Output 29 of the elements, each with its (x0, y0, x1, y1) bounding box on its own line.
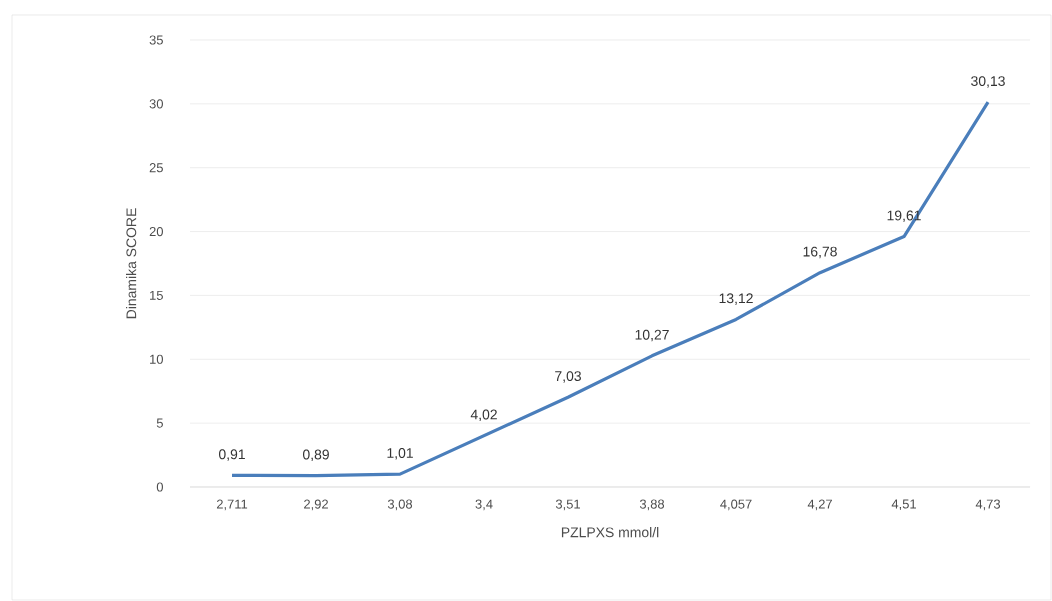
data-label: 7,03 (555, 371, 581, 383)
data-label: 13,12 (719, 293, 753, 305)
x-axis-title: PZLPXS mmol/l (561, 527, 659, 538)
y-tick-label: 25 (149, 163, 163, 173)
x-tick-label: 3,08 (387, 499, 413, 511)
x-tick-label: 2,711 (216, 499, 248, 511)
y-tick-label: 10 (150, 354, 163, 364)
x-tick-label: 3,4 (475, 499, 493, 511)
data-label: 1,01 (387, 448, 413, 460)
data-label: 4,02 (470, 409, 497, 422)
x-tick-label: 3,51 (555, 499, 580, 511)
data-label: 0,91 (218, 449, 245, 461)
y-tick-label: 0 (156, 482, 163, 492)
y-tick-label: 20 (149, 226, 163, 237)
y-tick-label: 30 (149, 99, 163, 109)
x-tick-label: 4,057 (720, 499, 752, 511)
y-tick-label: 35 (149, 35, 163, 45)
x-tick-label: 3,88 (639, 499, 665, 511)
y-tick-label: 15 (150, 290, 163, 300)
data-label: 30,13 (971, 76, 1005, 88)
x-tick-label: 4,51 (891, 499, 916, 511)
data-label: 10,27 (635, 329, 669, 342)
y-axis-title: Dinamika SCORE (126, 208, 137, 319)
data-label: 16,78 (803, 246, 837, 259)
x-tick-label: 4,73 (975, 499, 1001, 511)
y-tick-label: 5 (156, 418, 163, 428)
x-tick-label: 2,92 (304, 499, 328, 511)
data-label: 0,89 (302, 449, 329, 462)
x-tick-label: 4,27 (807, 499, 832, 511)
